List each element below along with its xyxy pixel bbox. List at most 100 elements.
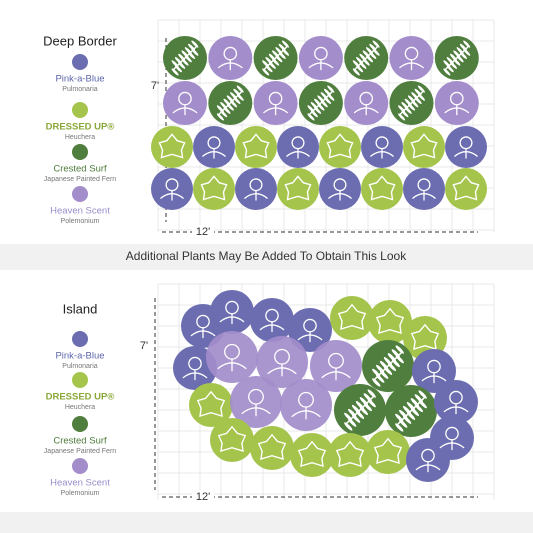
fern-leaf: [233, 96, 241, 104]
legend-name: Heaven Scent: [50, 206, 110, 217]
fern-leaf: [463, 48, 471, 56]
legend-icon: [72, 458, 88, 474]
label-bg: [192, 490, 214, 504]
fern-leaf: [262, 60, 270, 68]
fern-leaf: [320, 92, 328, 100]
fern-leaf: [369, 43, 377, 51]
heuchera-icon: [452, 175, 480, 201]
plant-heu: [189, 383, 233, 427]
fern-leaf: [365, 47, 374, 55]
height-label: 7': [151, 80, 159, 92]
plant-circle: [256, 336, 308, 388]
flower-leaves: [415, 461, 441, 473]
heuchera-icon: [200, 175, 228, 201]
fern-leaf: [352, 60, 360, 68]
fern-leaf: [402, 405, 412, 415]
fern-leaf: [356, 57, 364, 65]
heuchera-icon: [368, 175, 396, 201]
fern-leaf: [372, 48, 380, 56]
plant-blue: [250, 298, 294, 342]
fern-leaf: [351, 404, 361, 414]
plant-fern: [298, 81, 343, 125]
flower-leaves: [421, 372, 447, 384]
heuchera-icon: [297, 440, 327, 467]
fern-leaf: [327, 93, 335, 101]
plant-blue: [288, 308, 332, 352]
fern-leaf: [220, 102, 228, 110]
fern-leaf: [171, 68, 179, 76]
fern-leaf: [184, 47, 192, 55]
footer-band: [0, 512, 533, 533]
flower-leaves: [267, 364, 297, 377]
fern-leaf: [278, 43, 286, 51]
heuchera-icon: [375, 307, 405, 334]
plant-heu: [235, 126, 277, 168]
fern-leaf: [402, 415, 412, 424]
fern-leaf: [398, 105, 406, 113]
fern-leaf: [181, 58, 189, 66]
fern-leaf: [272, 58, 280, 66]
plant-circle: [430, 416, 474, 460]
plant-heu: [210, 418, 254, 462]
fern-leaf: [410, 407, 420, 417]
flower-leaves: [444, 104, 470, 116]
fern-leaf: [414, 96, 422, 104]
plant-circle: [412, 349, 456, 393]
flower-leaves: [308, 59, 334, 71]
heuchera-icon: [410, 323, 440, 350]
plant-circle: [389, 36, 434, 80]
plant-circle: [230, 376, 282, 428]
fern-leaf: [401, 102, 409, 110]
fern-leaf: [323, 96, 332, 104]
heuchera-icon: [196, 390, 226, 417]
flower-leaves: [217, 359, 247, 372]
legend-icon: [72, 372, 88, 388]
panel-title: Deep Border: [43, 33, 117, 48]
flower-leaves: [398, 59, 425, 71]
note-band: [0, 244, 533, 270]
fern-leaf: [310, 110, 318, 118]
fern-leaf: [344, 422, 353, 431]
fern-leaf: [372, 368, 381, 378]
plant-fern: [362, 340, 414, 392]
plant-circle: [210, 290, 254, 334]
flower-leaves: [353, 104, 379, 116]
fern-leaf: [417, 93, 425, 101]
fern-leaf: [348, 418, 357, 427]
plant-heaven: [298, 36, 343, 80]
plant-circle: [193, 126, 235, 168]
panel-title: Island: [63, 301, 98, 316]
width-label: 12': [196, 491, 210, 503]
note: Additional Plants May Be Added To Obtain…: [126, 249, 407, 263]
plant-fern: [208, 81, 253, 125]
fern-leaf: [236, 85, 244, 93]
heuchera-icon: [335, 440, 365, 467]
fern-leaf: [174, 65, 182, 73]
fern-leaf: [317, 95, 325, 103]
legend-icon: [72, 144, 88, 160]
plant-blue: [361, 126, 403, 168]
fern-leaf: [174, 57, 182, 65]
fern-leaf: [456, 47, 464, 55]
flower-leaves: [241, 404, 271, 417]
legend-icon: [72, 102, 88, 118]
flower-leaves: [328, 190, 352, 201]
plant-heu: [361, 168, 403, 210]
fern-leaf: [367, 398, 376, 408]
fern-leaf: [411, 92, 419, 100]
fern-leaf: [456, 55, 464, 63]
plant-circle: [310, 340, 362, 392]
fern-leaf: [383, 366, 393, 375]
fern-leaf: [307, 113, 315, 121]
plant-heaven: [206, 331, 258, 383]
heuchera-icon: [158, 133, 186, 159]
label-bg: [192, 225, 214, 239]
flower-leaves: [412, 190, 436, 201]
plant-circle: [290, 433, 334, 477]
fern-leaf: [417, 85, 425, 93]
fern-leaf: [216, 105, 224, 113]
flower-leaves: [439, 439, 465, 451]
plant-heaven: [163, 81, 207, 125]
plant-circle: [361, 168, 403, 210]
fern-leaf: [320, 100, 328, 108]
